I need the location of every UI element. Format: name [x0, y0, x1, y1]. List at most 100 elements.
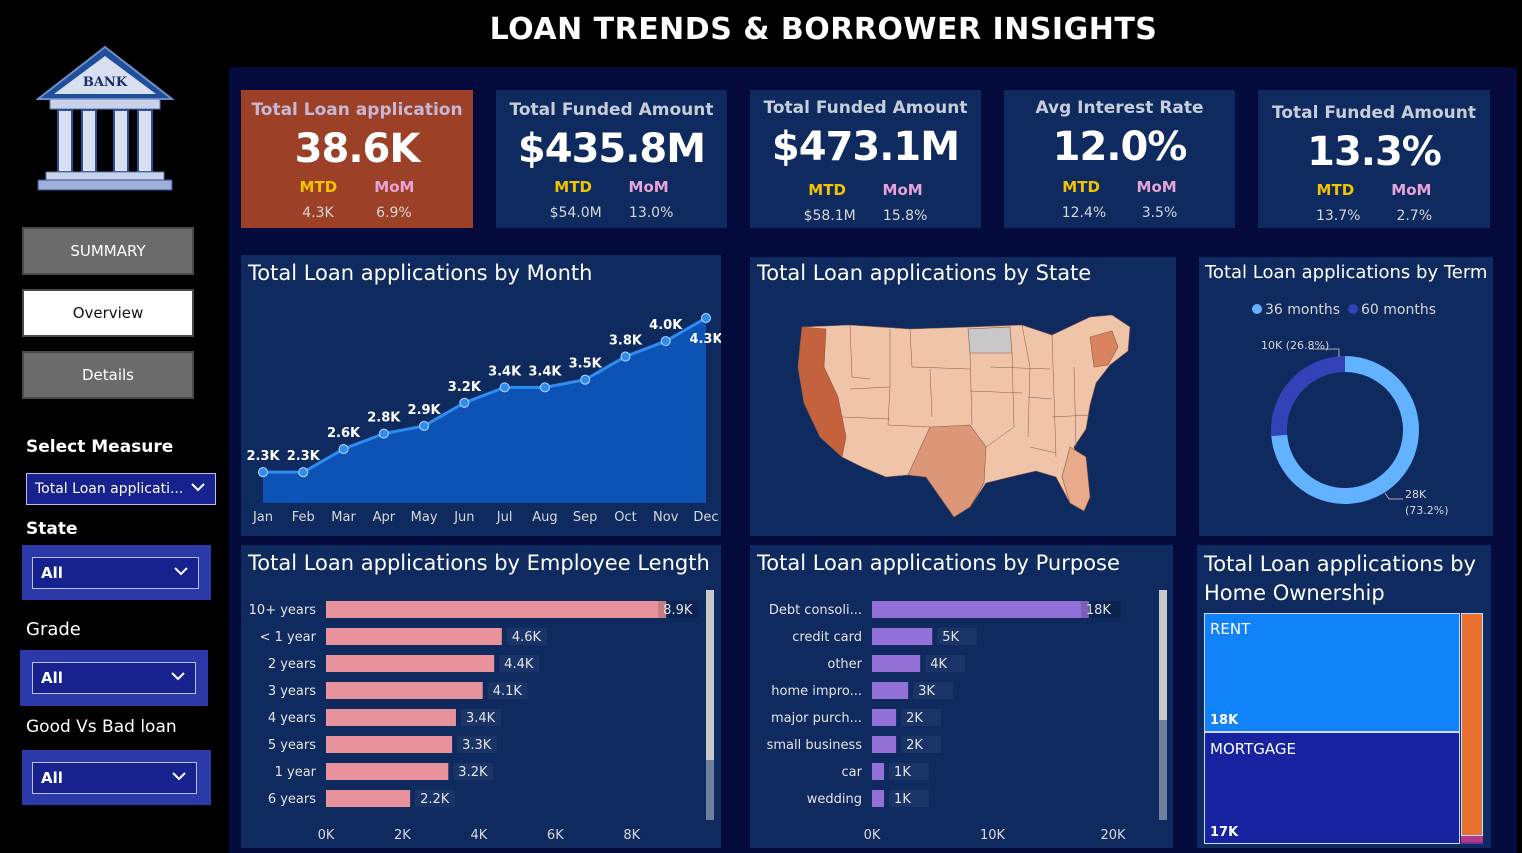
- bar: [326, 682, 483, 699]
- kpi-mtd-label: MTD: [299, 178, 338, 196]
- bar: [872, 682, 909, 699]
- bar-category-label: 5 years: [268, 738, 316, 753]
- bar: [872, 736, 897, 753]
- employee-length-bar-chart: 10+ years 8.9K < 1 year 4.6K 2 years 4.4K 3 ye…: [249, 601, 699, 843]
- month-x-tick: Feb: [292, 510, 315, 525]
- kpi-mom-label: MoM: [1136, 178, 1177, 196]
- month-data-label: 3.4K: [488, 364, 522, 379]
- donut-leader-36: [1384, 492, 1403, 500]
- kpi-value: $473.1M: [771, 124, 960, 170]
- bar-value-label: 3.2K: [458, 765, 488, 780]
- bar-value-label: 1K: [894, 765, 911, 780]
- employee-length-scrollbar[interactable]: [706, 590, 714, 820]
- kpi-mom-value: 6.9%: [376, 205, 412, 221]
- month-data-label: 3.4K: [528, 364, 562, 379]
- state-label: State: [26, 519, 78, 539]
- bar: [326, 628, 502, 645]
- home-ownership-panel: Total Loan applications by Home Ownershi…: [1197, 545, 1491, 848]
- month-x-tick: Dec: [693, 510, 718, 525]
- bar-value-label: 3.4K: [466, 711, 496, 726]
- month-data-label: 2.3K: [287, 449, 321, 464]
- bar-category-label: credit card: [792, 630, 862, 645]
- bar-category-label: home impro...: [771, 684, 862, 699]
- map-state-florida[interactable]: [1061, 446, 1091, 512]
- month-point: [660, 336, 671, 347]
- month-point: [620, 351, 631, 362]
- bar-value-bg: [889, 763, 930, 780]
- bar-value-label: 4.4K: [504, 657, 534, 672]
- bar-x-tick: 6K: [547, 828, 564, 843]
- bar-x-tick: 10K: [980, 828, 1006, 843]
- treemap-rent[interactable]: RENT 18K: [1204, 613, 1460, 732]
- kpi-total-loan-application: Total Loan application 38.6K MTD MoM 4.3K…: [241, 90, 473, 228]
- kpi-mtd-label: MTD: [554, 178, 592, 196]
- kpi-value: 38.6K: [294, 126, 421, 172]
- bar-category-label: Debt consoli...: [769, 603, 862, 618]
- donut-slice-60-months: [1271, 356, 1345, 437]
- grade-dropdown-value: All: [41, 669, 63, 687]
- purpose-scrollbar[interactable]: [1159, 590, 1167, 820]
- bar-value-label: 3.3K: [462, 738, 492, 753]
- month-x-tick: Oct: [614, 510, 636, 525]
- month-point: [539, 382, 550, 393]
- bar-value-label: 18K: [1086, 603, 1112, 618]
- select-measure-label: Select Measure: [26, 437, 174, 457]
- grade-dropdown[interactable]: All: [32, 662, 196, 694]
- donut-label-36-pct: (73.2%): [1405, 504, 1449, 517]
- kpi-total-funded-amount: Total Funded Amount $435.8M MTD MoM $54.0…: [496, 90, 727, 228]
- bar-value-bg: [457, 736, 498, 753]
- treemap-own[interactable]: [1461, 836, 1483, 842]
- bar-x-tick: 0K: [318, 828, 335, 843]
- employee-length-panel: Total Loan applications by Employee Leng…: [241, 545, 721, 848]
- kpi-mtd-value: 13.7%: [1315, 208, 1361, 224]
- kpi-value: $435.8M: [517, 126, 706, 172]
- kpi-mom-value: 3.5%: [1141, 205, 1178, 221]
- measure-dropdown[interactable]: Total Loan applicati...: [26, 473, 216, 505]
- month-area-chart: 2.3K Jan 2.3K Feb 2.6K Mar 2.8K Apr 2.9K May 3.2K J…: [246, 313, 721, 525]
- bar-value-bg: [925, 655, 966, 672]
- home-ownership-title-line1: Total Loan applications by: [1204, 552, 1476, 576]
- purpose-title: Total Loan applications by Purpose: [757, 551, 1120, 575]
- month-point: [580, 374, 591, 385]
- kpi-total-funded-amount-2: Total Funded Amount $473.1M MTD MoM $58.1…: [750, 90, 981, 228]
- month-data-label: 3.2K: [448, 380, 482, 395]
- bar-value-bg: [460, 709, 501, 726]
- bar-value-label: 3K: [918, 684, 935, 699]
- scrollbar-thumb[interactable]: [1159, 590, 1167, 720]
- nav-details-button[interactable]: Details: [22, 351, 194, 399]
- grade-label: Grade: [26, 619, 81, 640]
- state-dropdown[interactable]: All: [32, 557, 199, 589]
- month-area-fill: [263, 318, 706, 503]
- month-x-tick: Mar: [331, 510, 356, 525]
- scrollbar-thumb[interactable]: [706, 590, 714, 760]
- map-state-california[interactable]: [797, 326, 847, 458]
- kpi-value: 12.0%: [1052, 124, 1188, 170]
- kpi-title: Total Funded Amount: [509, 100, 714, 120]
- bar-value-label: 4K: [930, 657, 947, 672]
- bar-value-bg: [658, 601, 699, 618]
- bar-value-label: 4.1K: [493, 684, 523, 699]
- map-state-texas[interactable]: [907, 424, 987, 518]
- good-bad-dropdown[interactable]: All: [32, 762, 197, 794]
- us-map[interactable]: [790, 307, 1150, 527]
- bar-value-bg: [937, 628, 978, 645]
- bar: [326, 763, 449, 780]
- bank-logo-icon: BANK: [36, 45, 174, 191]
- treemap-other[interactable]: [1461, 613, 1483, 836]
- bar-value-bg: [889, 790, 930, 807]
- month-x-tick: Sep: [573, 510, 598, 525]
- state-dropdown-value: All: [41, 564, 63, 582]
- bar-x-tick: 2K: [394, 828, 411, 843]
- map-state-new-york[interactable]: [1089, 330, 1119, 368]
- kpi-mom-label: MoM: [374, 178, 415, 196]
- kpi-mom-label: MoM: [1391, 181, 1432, 199]
- nav-overview-button[interactable]: Overview: [22, 289, 194, 337]
- treemap-mortgage[interactable]: MORTGAGE 17K: [1204, 732, 1460, 844]
- donut-leader-60: [1309, 348, 1340, 357]
- map-state-north-dakota[interactable]: [967, 326, 1013, 354]
- treemap-none[interactable]: [1461, 842, 1483, 844]
- bar: [872, 763, 885, 780]
- bar-value-bg: [453, 763, 494, 780]
- legend-36-months-icon: [1252, 304, 1262, 314]
- nav-summary-button[interactable]: SUMMARY: [22, 227, 194, 275]
